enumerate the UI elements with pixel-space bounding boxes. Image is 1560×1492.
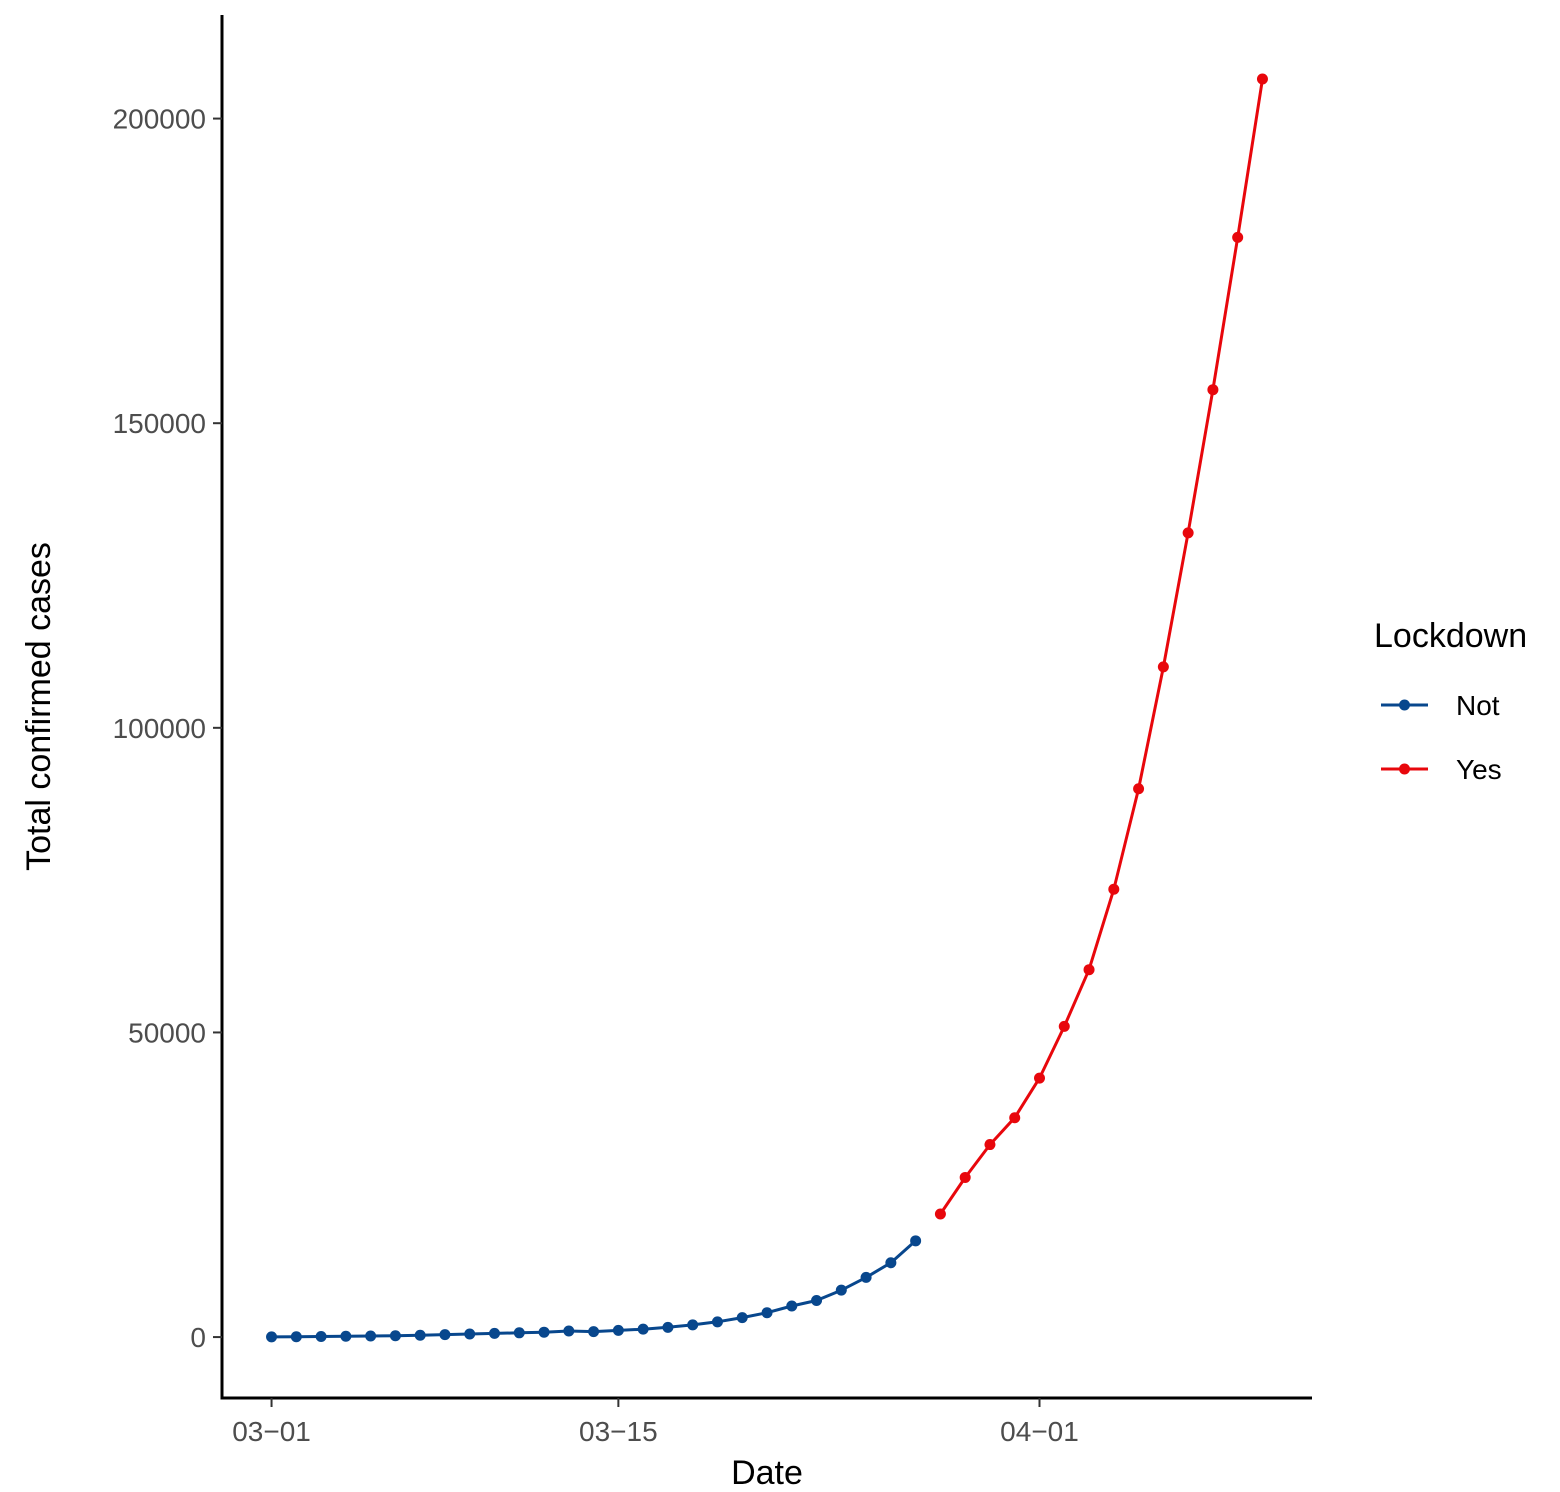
y-tick-label: 0 [190, 1322, 206, 1353]
legend-label-not: Not [1456, 690, 1500, 721]
y-tick-label: 200000 [113, 104, 206, 135]
data-point-yes [1207, 384, 1219, 396]
data-point-not [687, 1319, 699, 1331]
data-point-not [389, 1330, 401, 1342]
data-point-not [513, 1327, 525, 1339]
data-point-not [563, 1325, 575, 1337]
legend-key-point-yes [1399, 763, 1410, 775]
data-point-yes [984, 1139, 996, 1151]
data-point-not [637, 1323, 649, 1335]
y-tick-label: 50000 [128, 1017, 206, 1048]
x-axis-title: Date [731, 1454, 803, 1492]
data-point-not [315, 1330, 327, 1342]
data-point-yes [1083, 964, 1095, 976]
data-point-not [662, 1321, 674, 1333]
data-point-not [811, 1295, 823, 1307]
data-point-not [885, 1257, 897, 1269]
data-point-yes [1034, 1072, 1045, 1084]
data-point-not [910, 1235, 922, 1247]
data-point-not [266, 1331, 278, 1343]
data-point-not [736, 1312, 748, 1324]
legend-title: Lockdown [1374, 617, 1527, 655]
y-axis-title: Total confirmed cases [20, 542, 58, 871]
data-point-not [761, 1307, 773, 1319]
data-point-not [588, 1326, 600, 1338]
data-point-yes [1232, 231, 1244, 243]
data-point-yes [1133, 783, 1145, 795]
data-point-not [290, 1331, 302, 1343]
data-point-not [786, 1300, 798, 1312]
x-tick-label: 03−01 [232, 1416, 311, 1447]
y-tick-label: 150000 [113, 408, 206, 439]
data-point-not [464, 1328, 476, 1340]
data-point-not [365, 1330, 377, 1342]
data-point-not [835, 1284, 847, 1296]
series-line-not [271, 1239, 917, 1339]
data-point-not [860, 1271, 872, 1283]
data-point-not [711, 1316, 723, 1328]
data-point-yes [1256, 73, 1268, 85]
data-point-yes [1108, 883, 1120, 895]
data-point-not [612, 1324, 624, 1336]
plot-lines [271, 78, 1264, 1339]
legend-label-yes: Yes [1456, 754, 1502, 785]
data-point-yes [1182, 527, 1194, 539]
legend-key-point-not [1399, 699, 1410, 711]
data-point-not [439, 1329, 451, 1341]
legend: Lockdown Not Yes [1374, 617, 1527, 785]
data-point-yes [959, 1171, 971, 1183]
data-point-yes [1157, 661, 1169, 673]
x-axis-ticks: 03−01 03−15 04−01 [232, 1398, 1079, 1447]
data-point-yes [1009, 1112, 1021, 1124]
data-point-yes [934, 1208, 946, 1220]
data-point-not [489, 1327, 500, 1339]
x-tick-label: 03−15 [579, 1416, 658, 1447]
data-point-not [414, 1329, 426, 1341]
data-point-not [538, 1326, 550, 1338]
data-point-not [340, 1330, 352, 1342]
y-tick-label: 100000 [113, 713, 206, 744]
x-tick-label: 04−01 [1000, 1416, 1079, 1447]
series-line-yes [939, 78, 1264, 1215]
y-axis-ticks: 0 50000 100000 150000 200000 [113, 104, 222, 1353]
plot-points [266, 73, 1268, 1343]
data-point-yes [1058, 1020, 1070, 1032]
